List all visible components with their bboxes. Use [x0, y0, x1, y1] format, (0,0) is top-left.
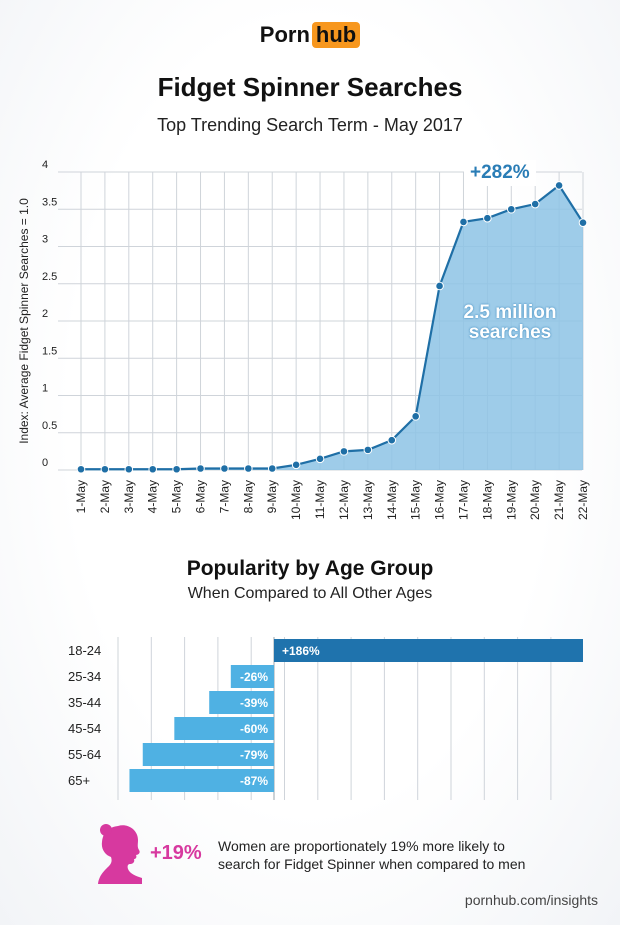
age-category-label: 25-34 [68, 669, 101, 684]
data-point-17-May [459, 217, 468, 227]
data-point-4-May [148, 464, 158, 474]
x-tick-label: 2-May [98, 480, 112, 513]
y-axis-label: Index: Average Fidget Spinner Searches =… [17, 198, 31, 444]
bar-label: -26% [240, 670, 268, 684]
area-fill [81, 185, 583, 470]
age-category-label: 18-24 [68, 643, 101, 658]
bar-45-54 [174, 717, 274, 740]
bar-label: -60% [240, 722, 268, 736]
x-tick-label: 1-May [74, 480, 88, 513]
x-tick-label: 6-May [194, 480, 208, 513]
women-line-1: Women are proportionately 19% more likel… [218, 838, 505, 854]
data-point-12-May [339, 447, 349, 456]
age-chart-title: Popularity by Age Group [186, 557, 434, 580]
age-category-label: 35-44 [68, 695, 101, 710]
x-tick-label: 15-May [409, 480, 423, 520]
y-tick-label: 1.5 [42, 345, 57, 357]
x-tick-label: 5-May [170, 480, 184, 513]
y-tick-label: 0 [42, 457, 48, 469]
x-tick-label: 18-May [480, 480, 494, 520]
data-point-11-May [315, 454, 325, 464]
x-tick-label: 12-May [337, 480, 351, 520]
x-tick-label: 13-May [361, 480, 375, 520]
data-point-20-May [530, 199, 540, 209]
data-point-18-May [483, 213, 492, 223]
pornhub-logo: Porn hub [0, 22, 620, 48]
data-point-5-May [172, 464, 181, 474]
x-tick-label: 9-May [265, 480, 279, 513]
data-point-2-May [100, 464, 110, 474]
bar-65+ [129, 769, 274, 792]
page-title: Fidget Spinner Searches [157, 72, 463, 102]
women-percent: +19% [150, 842, 202, 864]
bar-label: -87% [240, 774, 268, 788]
x-tick-label: 21-May [552, 480, 566, 520]
data-point-10-May [291, 460, 301, 470]
data-point-1-May [76, 464, 86, 474]
bar-18-24 [274, 639, 583, 662]
age-category-label: 45-54 [68, 721, 101, 736]
searches-annotation: 2.5 million searches [463, 302, 557, 343]
logo-text-left: Porn [259, 22, 310, 47]
age-category-label: 55-64 [68, 747, 101, 762]
logo-text-right: hub [311, 22, 361, 48]
y-tick-label: 0.5 [42, 420, 57, 432]
data-point-13-May [363, 445, 373, 455]
y-tick-label: 2 [42, 308, 48, 320]
data-point-9-May [267, 464, 277, 473]
x-tick-label: 17-May [456, 480, 470, 520]
x-tick-label: 7-May [217, 480, 231, 513]
data-point-21-May [554, 181, 564, 190]
page-subtitle: Top Trending Search Term - May 2017 [157, 115, 463, 135]
footer-link[interactable]: pornhub.com/insights [464, 892, 598, 908]
data-point-8-May [244, 464, 253, 473]
x-tick-label: 19-May [504, 480, 518, 520]
women-description: Women are proportionately 19% more likel… [218, 837, 598, 873]
bar-label: -79% [240, 748, 268, 762]
x-tick-label: 11-May [313, 480, 327, 519]
peak-callout: +282% [464, 160, 536, 186]
x-tick-label: 8-May [241, 480, 255, 513]
bar-label: -39% [240, 696, 268, 710]
data-point-19-May [506, 204, 516, 214]
searches-area-chart: 0 0.5 1 1.5 2 2.5 3 3.5 4 1-May 2-May 3-May 4-May 5-M… [17, 159, 590, 520]
data-point-22-May [578, 218, 588, 227]
data-point-16-May [435, 281, 444, 291]
data-point-6-May [196, 464, 205, 473]
x-tick-label: 4-May [146, 480, 160, 513]
women-stat: +19% Women are proportionately 19% more … [96, 822, 598, 884]
y-tick-label: 2.5 [42, 271, 57, 283]
bar-25-34 [230, 665, 274, 688]
data-point-15-May [411, 412, 420, 421]
data-point-14-May [387, 435, 397, 445]
y-tick-label: 1 [42, 383, 48, 395]
woman-silhouette-icon [98, 824, 142, 884]
x-tick-label: 3-May [122, 480, 136, 513]
women-line-2: search for Fidget Spinner when compared … [218, 856, 526, 872]
bar-label: +186% [282, 644, 320, 658]
data-point-3-May [124, 464, 134, 474]
age-category-label: 65+ [68, 773, 90, 788]
x-tick-label: 22-May [576, 480, 590, 520]
x-tick-label: 20-May [528, 480, 542, 520]
y-tick-label: 3.5 [42, 196, 57, 208]
x-tick-label: 10-May [289, 480, 303, 520]
data-point-7-May [220, 464, 229, 473]
x-tick-label: 14-May [385, 480, 399, 520]
series-line [81, 183, 584, 471]
x-tick-label: 16-May [433, 480, 447, 520]
bar-55-64 [142, 743, 274, 766]
bar-35-44 [209, 691, 274, 714]
y-tick-label: 4 [42, 159, 48, 171]
age-chart-subtitle: When Compared to All Other Ages [187, 585, 433, 602]
y-tick-label: 3 [42, 234, 48, 246]
